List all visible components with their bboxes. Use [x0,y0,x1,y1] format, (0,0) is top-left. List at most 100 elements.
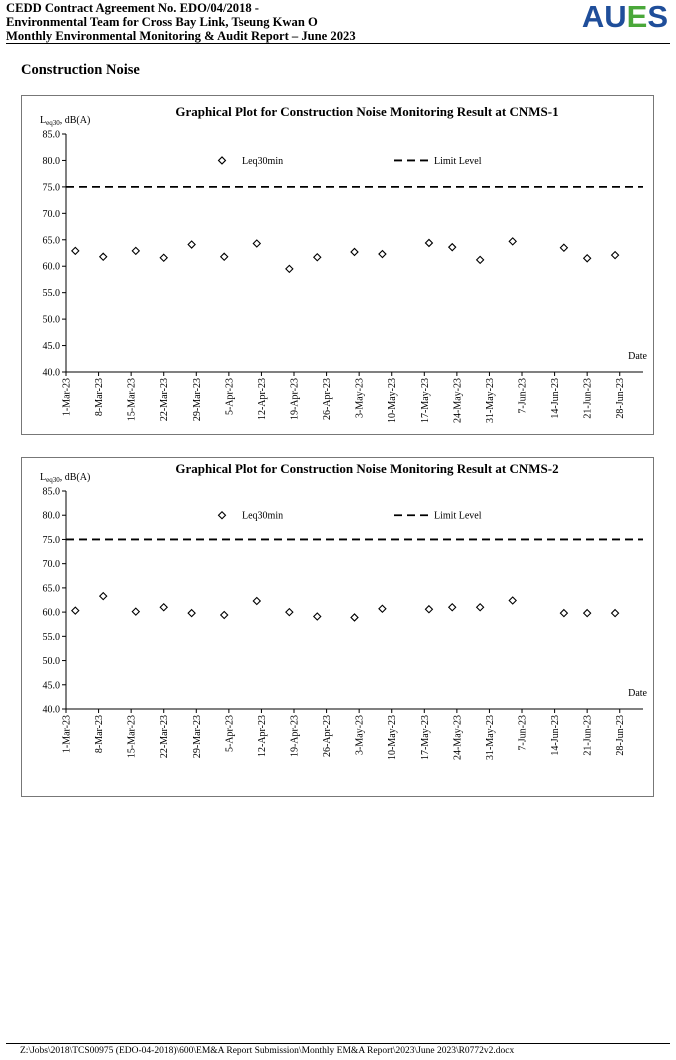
data-point [378,249,387,259]
x-tick-label: 19-Apr-23 [290,378,301,420]
x-tick-label: 12-Apr-23 [257,378,268,420]
y-tick-label: 80.0 [43,511,61,522]
x-tick-label: 15-Mar-23 [127,715,138,758]
x-tick-label: 12-Apr-23 [257,715,268,757]
x-tick-label: 8-Mar-23 [94,715,105,753]
data-point [424,238,434,248]
data-point [219,610,229,620]
x-tick-label: 29-Mar-23 [192,378,203,421]
y-tick-label: 70.0 [43,559,61,570]
header-text: CEDD Contract Agreement No. EDO/04/2018 … [6,1,356,44]
y-tick-label: 60.0 [43,608,61,619]
y-tick-label: 80.0 [43,156,61,167]
data-point [447,602,457,612]
x-axis-label: Date [628,688,647,699]
data-point [285,264,294,274]
y-tick-label: 60.0 [43,262,61,273]
x-tick-label: 26-Apr-23 [322,715,333,757]
section-title: Construction Noise [21,62,140,78]
y-tick-label: 70.0 [43,209,61,220]
data-point [131,607,141,616]
x-axis-label: Date [628,351,647,362]
data-point [159,602,168,612]
x-tick-label: 1-Mar-23 [62,715,73,753]
y-tick-label: 40.0 [43,368,61,379]
x-tick-label: 29-Mar-23 [192,715,203,758]
report-header: CEDD Contract Agreement No. EDO/04/2018 … [6,0,670,44]
header-line-2: Environmental Team for Cross Bay Link, T… [6,15,318,30]
legend-marker-diamond [217,510,227,520]
data-point [98,591,108,601]
x-tick-label: 8-Mar-23 [94,378,105,416]
data-point [582,254,592,263]
aues-logo: AUES [581,0,668,34]
data-point [559,243,569,252]
x-tick-label: 14-Jun-23 [550,715,561,756]
legend-label-limit: Limit Level [434,156,482,167]
data-point [285,607,294,617]
data-point [312,612,322,621]
x-tick-label: 24-May-23 [452,378,463,423]
x-tick-label: 31-May-23 [485,378,496,423]
x-tick-label: 10-May-23 [387,378,398,423]
data-point [350,247,359,257]
y-tick-label: 65.0 [43,583,61,594]
data-point [475,255,485,265]
chart-panel-cnms-2: Graphical Plot for Construction Noise Mo… [21,457,654,797]
x-tick-label: 21-Jun-23 [583,715,594,756]
data-point [610,608,620,618]
data-point [350,613,359,622]
x-tick-label: 24-May-23 [452,715,463,760]
x-tick-label: 22-Mar-23 [159,378,170,421]
data-point [252,596,262,606]
x-tick-label: 31-May-23 [485,715,496,760]
data-point [71,606,80,615]
x-tick-label: 7-Jun-23 [518,378,529,414]
legend-label-limit: Limit Level [434,511,482,522]
y-tick-label: 75.0 [43,182,61,193]
y-tick-label: 40.0 [43,705,61,716]
x-tick-label: 3-May-23 [355,715,366,755]
x-tick-label: 10-May-23 [387,715,398,760]
x-tick-label: 19-Apr-23 [290,715,301,757]
x-tick-label: 5-Apr-23 [224,715,235,752]
y-tick-label: 45.0 [43,341,61,352]
y-tick-label: 85.0 [43,130,61,141]
x-tick-label: 5-Apr-23 [224,378,235,415]
y-tick-label: 50.0 [43,315,61,326]
data-point [610,250,620,260]
x-tick-label: 1-Mar-23 [62,378,73,416]
y-tick-label: 50.0 [43,656,61,667]
x-tick-label: 7-Jun-23 [518,715,529,751]
x-tick-label: 17-May-23 [420,715,431,760]
data-point [187,608,196,618]
data-point [447,242,457,252]
data-point [559,608,569,618]
header-line-3: Monthly Environmental Monitoring & Audit… [6,29,356,44]
y-axis-label: Leq30, dB(A) [40,115,90,127]
data-point [159,253,168,263]
header-line-1: CEDD Contract Agreement No. EDO/04/2018 … [6,1,260,15]
y-tick-label: 55.0 [43,632,61,643]
legend-label-series: Leq30min [242,156,283,167]
x-tick-label: 17-May-23 [420,378,431,423]
legend-label-series: Leq30min [242,511,283,522]
chart-title: Graphical Plot for Construction Noise Mo… [175,104,558,119]
header-divider [6,43,670,44]
x-tick-label: 22-Mar-23 [159,715,170,758]
y-tick-label: 55.0 [43,288,61,299]
x-tick-label: 26-Apr-23 [322,378,333,420]
chart-cnms-1: Graphical Plot for Construction Noise Mo… [40,104,648,423]
data-point [98,252,108,261]
x-tick-label: 21-Jun-23 [583,378,594,419]
data-point [508,237,517,246]
data-point [71,246,80,256]
y-tick-label: 75.0 [43,535,61,546]
data-point [475,602,485,612]
data-point [131,246,141,256]
data-point [219,252,229,261]
y-tick-label: 45.0 [43,680,61,691]
y-axis-label: Leq30, dB(A) [40,472,90,484]
footer-file-path: Z:\Jobs\2018\TCS00975 (EDO-04-2018)\600\… [20,1046,515,1056]
y-tick-label: 85.0 [43,487,61,498]
